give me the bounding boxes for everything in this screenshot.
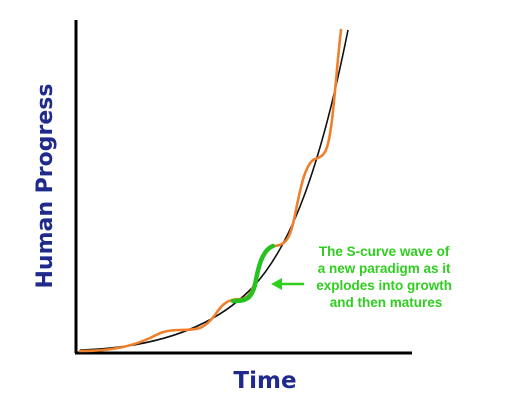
x-axis-label: Time xyxy=(233,368,296,394)
annotation-line-1: The S-curve wave of xyxy=(319,244,450,259)
annotation-line-4: and then matures xyxy=(330,295,443,310)
annotation-line-2: a new paradigm as it xyxy=(318,261,451,276)
y-axis-label: Human Progress xyxy=(33,84,58,289)
axes xyxy=(74,20,412,355)
pointer-arrow xyxy=(271,278,304,290)
exponential-trend-curve xyxy=(79,29,349,351)
paradigm-wave-curve xyxy=(78,28,343,353)
annotation-text: The S-curve wave of a new paradigm as it… xyxy=(316,244,456,310)
annotation-line-3: explodes into growth xyxy=(316,278,452,293)
highlighted-s-curve xyxy=(230,243,276,304)
